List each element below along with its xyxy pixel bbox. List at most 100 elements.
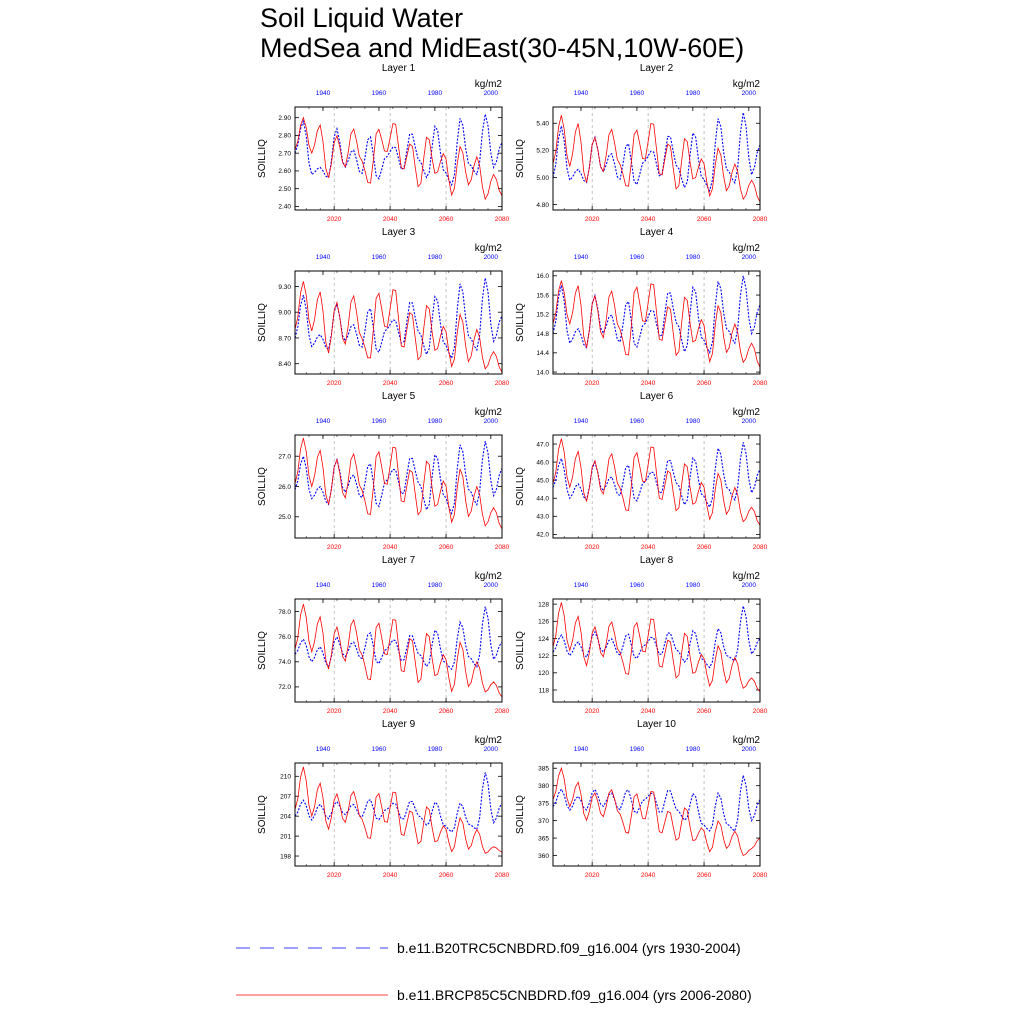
series-line-future	[294, 766, 503, 854]
layer-panel: Layer 8 kg/m2 SOILLIQ 118 120 122 124 126 128 194…	[515, 555, 768, 715]
x-tick-label-historical: 1960	[630, 418, 645, 425]
x-tick-label-historical: 1980	[686, 90, 701, 97]
series-line-historical	[552, 605, 761, 669]
y-tick-label: 2.50	[278, 186, 291, 193]
layer-panel: Layer 10 kg/m2 SOILLIQ 360 365 370 375 380 385 19…	[515, 719, 768, 879]
y-tick-label: 78.0	[278, 609, 291, 616]
layer-panel: Layer 6 kg/m2 SOILLIQ 42.0 43.0 44.0 45.0 46.0 4…	[515, 391, 768, 551]
y-tick-label: 8.70	[278, 335, 291, 342]
x-tick-label-future: 2040	[641, 872, 656, 879]
y-tick-label: 126	[538, 619, 549, 626]
x-tick-label-historical: 2000	[742, 254, 757, 261]
x-tick-label-historical: 1960	[372, 746, 387, 753]
x-tick-label-historical: 1960	[630, 90, 645, 97]
y-tick-label: 74.0	[278, 659, 291, 666]
x-tick-label-historical: 2000	[484, 254, 499, 261]
y-tick-label: 14.0	[536, 369, 549, 376]
panel-title: Layer 1	[382, 63, 416, 74]
x-tick-label-future: 2060	[439, 872, 454, 879]
plot-frame	[552, 762, 761, 867]
x-tick-label-future: 2040	[641, 380, 656, 387]
layer-panel: Layer 3 kg/m2 SOILLIQ 8.40 8.70 9.00 9.30 1940 1…	[257, 227, 510, 387]
series-line-historical	[294, 441, 503, 516]
layer-panel: Layer 5 kg/m2 SOILLIQ 25.0 26.0 27.0 1940 1960 1…	[257, 391, 510, 551]
y-axis-label: SOILLIQ	[257, 303, 268, 342]
x-tick-label-future: 2020	[327, 872, 342, 879]
y-tick-label: 9.00	[278, 310, 291, 317]
series-line-historical	[294, 772, 503, 833]
y-tick-label: 14.8	[536, 331, 549, 338]
x-tick-label-historical: 1980	[686, 746, 701, 753]
x-tick-label-future: 2080	[495, 216, 510, 223]
panel-title: Layer 7	[382, 555, 416, 566]
x-tick-label-historical: 1980	[428, 254, 443, 261]
x-tick-label-future: 2080	[753, 216, 768, 223]
x-tick-label-future: 2020	[585, 544, 600, 551]
series-line-future	[294, 281, 503, 373]
panel-title: Layer 8	[640, 555, 674, 566]
x-tick-label-future: 2060	[697, 872, 712, 879]
plot-frame	[552, 434, 761, 539]
plot-frame	[552, 106, 761, 211]
y-tick-label: 45.0	[536, 477, 549, 484]
y-tick-label: 25.0	[278, 514, 291, 521]
y-tick-label: 210	[280, 774, 291, 781]
plot-frame	[294, 434, 503, 539]
y-tick-label: 46.0	[536, 459, 549, 466]
chart-title-line1: Soil Liquid Water	[260, 3, 463, 33]
y-tick-label: 27.0	[278, 454, 291, 461]
y-tick-label: 201	[280, 833, 291, 840]
panel-title: Layer 9	[382, 719, 416, 730]
y-tick-label: 2.60	[278, 168, 291, 175]
x-tick-label-future: 2060	[697, 380, 712, 387]
x-tick-label-future: 2040	[383, 380, 398, 387]
y-tick-label: 2.70	[278, 150, 291, 157]
y-tick-label: 128	[538, 601, 549, 608]
legend: b.e11.B20TRC5CNBDRD.f09_g16.004 (yrs 193…	[236, 940, 752, 1003]
y-tick-label: 207	[280, 794, 291, 801]
x-tick-label-future: 2080	[495, 380, 510, 387]
y-axis-label: SOILLIQ	[515, 467, 526, 506]
panel-title: Layer 5	[382, 391, 416, 402]
y-tick-label: 2.90	[278, 115, 291, 122]
y-tick-label: 120	[538, 670, 549, 677]
y-tick-label: 380	[538, 783, 549, 790]
x-tick-label-historical: 1940	[316, 90, 331, 97]
x-tick-label-future: 2040	[383, 216, 398, 223]
x-tick-label-future: 2060	[697, 708, 712, 715]
x-tick-label-historical: 1980	[686, 418, 701, 425]
y-tick-label: 42.0	[536, 532, 549, 539]
plot-frame	[294, 598, 503, 703]
y-tick-label: 118	[539, 687, 550, 694]
y-tick-label: 9.30	[278, 284, 291, 291]
plot-frame	[552, 598, 761, 703]
x-tick-label-future: 2060	[439, 380, 454, 387]
y-axis-label: SOILLIQ	[257, 795, 268, 834]
panel-units: kg/m2	[475, 243, 503, 254]
x-tick-label-historical: 2000	[484, 582, 499, 589]
x-tick-label-historical: 1940	[316, 254, 331, 261]
panel-title: Layer 4	[640, 227, 674, 238]
plot-frame	[294, 106, 503, 211]
layer-panel: Layer 2 kg/m2 SOILLIQ 4.80 5.00 5.20 5.40 1940 1…	[515, 63, 768, 223]
x-tick-label-historical: 1960	[372, 418, 387, 425]
y-axis-label: SOILLIQ	[515, 631, 526, 670]
x-tick-label-future: 2020	[327, 380, 342, 387]
panel-units: kg/m2	[475, 571, 503, 582]
x-tick-label-future: 2060	[439, 216, 454, 223]
series-line-future	[552, 438, 761, 526]
x-tick-label-future: 2020	[327, 708, 342, 715]
x-tick-label-historical: 2000	[484, 90, 499, 97]
x-tick-label-historical: 2000	[484, 418, 499, 425]
panel-grid: Layer 1 kg/m2 SOILLIQ 2.40 2.50 2.60 2.70 2.80 2…	[257, 63, 768, 879]
y-tick-label: 43.0	[536, 514, 549, 521]
series-line-future	[552, 766, 761, 857]
panel-units: kg/m2	[475, 735, 503, 746]
y-tick-label: 122	[538, 653, 549, 660]
x-tick-label-future: 2080	[753, 872, 768, 879]
x-tick-label-historical: 1940	[316, 418, 331, 425]
x-tick-label-future: 2040	[383, 708, 398, 715]
x-tick-label-historical: 1960	[630, 746, 645, 753]
x-tick-label-historical: 2000	[484, 746, 499, 753]
